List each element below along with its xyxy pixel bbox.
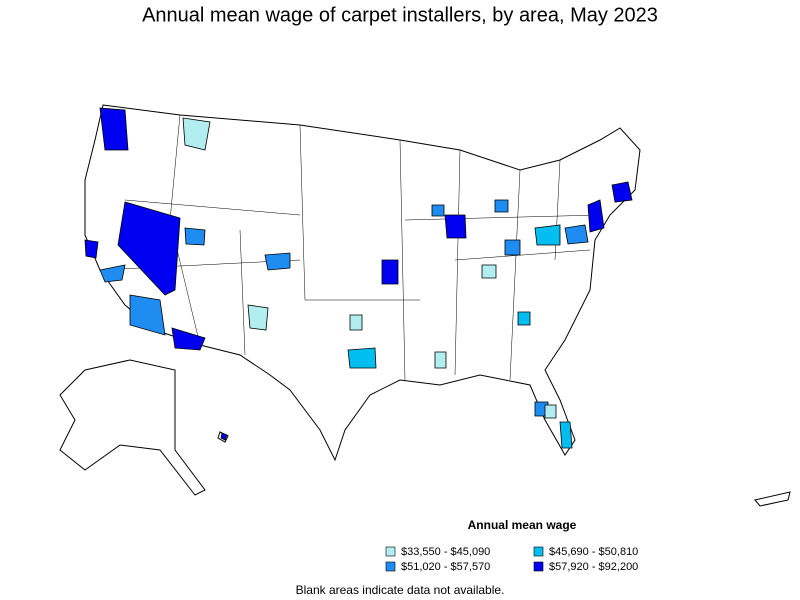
legend-swatch	[533, 546, 544, 557]
area	[534, 224, 561, 246]
area	[184, 227, 206, 246]
area	[564, 224, 589, 245]
area	[504, 239, 521, 256]
map-title: Annual mean wage of carpet installers, b…	[142, 4, 658, 26]
area	[264, 252, 291, 271]
area	[182, 117, 211, 151]
area	[220, 432, 228, 441]
area	[517, 311, 531, 326]
area	[349, 314, 363, 331]
map	[59, 104, 791, 507]
legend-label: $57,920 - $92,200	[549, 561, 638, 573]
area	[347, 347, 377, 369]
area	[559, 421, 573, 449]
alaska	[59, 359, 206, 496]
us-outline	[84, 104, 641, 462]
area	[444, 214, 467, 239]
area	[587, 199, 605, 233]
note: Blank areas indicate data not available.	[296, 583, 505, 597]
area	[381, 259, 399, 285]
puerto-rico	[754, 491, 791, 507]
area	[544, 404, 557, 419]
area	[117, 201, 181, 296]
area	[611, 181, 633, 203]
legend-label: $51,020 - $57,570	[401, 561, 490, 573]
state-borders	[99, 114, 601, 381]
area	[247, 304, 269, 331]
area	[481, 264, 497, 279]
area	[494, 199, 509, 213]
area	[99, 107, 129, 151]
legend-title: Annual mean wage	[468, 518, 577, 532]
legend-label: $45,690 - $50,810	[549, 546, 638, 558]
area	[129, 294, 166, 336]
area	[84, 239, 99, 259]
legend-swatch	[533, 561, 544, 572]
area	[99, 264, 126, 283]
area	[171, 327, 206, 351]
legend-swatch	[385, 546, 396, 557]
legend-label: $33,550 - $45,090	[401, 546, 490, 558]
area	[434, 351, 447, 369]
legend-swatch	[385, 561, 396, 572]
area	[431, 204, 445, 217]
legend: Annual mean wage $33,550 - $45,090 $45,69…	[385, 518, 638, 573]
